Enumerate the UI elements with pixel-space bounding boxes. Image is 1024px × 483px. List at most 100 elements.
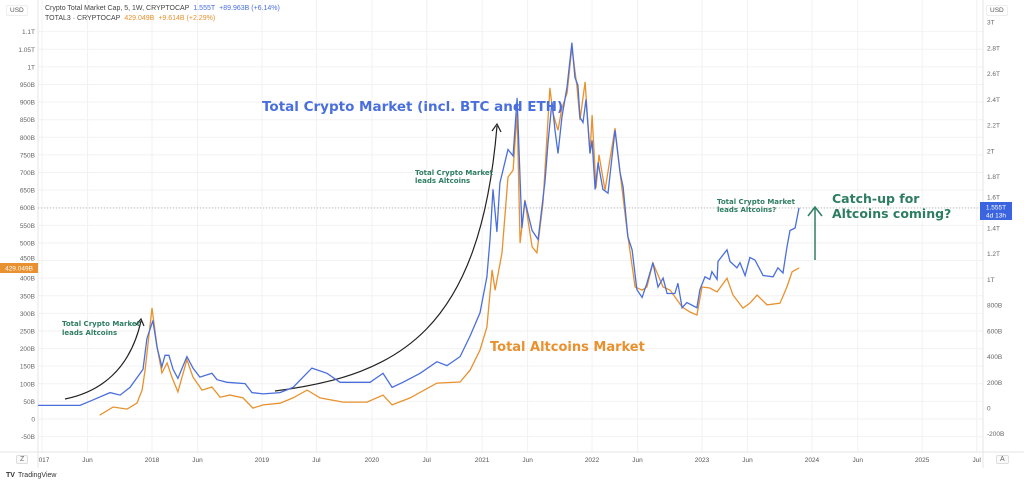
annotation-leads-2a: Total Crypto Market [415, 169, 494, 177]
legend-change: +89.963B (+6.14%) [219, 5, 280, 12]
total3-data-point [646, 286, 648, 288]
total3-data-point [201, 389, 203, 391]
legend-series-total[interactable]: Crypto Total Market Cap, 5, 1W, CRYPTOCA… [45, 4, 280, 14]
left-axis-tick-label: 700B [20, 170, 35, 177]
x-axis-tick-label: 2020 [365, 457, 380, 464]
total3-data-point [726, 277, 728, 279]
auto-scale-button[interactable]: A [996, 455, 1009, 464]
right-axis-tick-label: 600B [987, 328, 1002, 335]
total3-data-point [579, 119, 581, 121]
total3-data-point [491, 269, 493, 271]
annotation-leads-1b: leads Altcoins [62, 329, 117, 337]
x-axis-tick-label: 2019 [255, 457, 270, 464]
total3-data-point [766, 304, 768, 306]
total3-data-point [494, 289, 496, 291]
left-axis-tick-label: 500B [20, 240, 35, 247]
curved-arrow-2 [274, 125, 498, 392]
total3-data-point [598, 154, 600, 156]
left-axis-tick-label: 600B [20, 205, 35, 212]
total3-data-point [469, 369, 471, 371]
right-axis-tick-label: 2T [987, 148, 995, 155]
annotation-total-label: Total Crypto Market (incl. BTC and ETH) [262, 99, 563, 115]
total3-data-point [479, 349, 481, 351]
total3-data-point [166, 362, 168, 364]
total3-data-point [252, 407, 254, 409]
left-axis-tick-label: 800B [20, 135, 35, 142]
left-axis-tick-label: 350B [20, 293, 35, 300]
bar-countdown: 4d 13h [986, 213, 1006, 220]
left-axis-tick-label: 1.05T [18, 47, 35, 54]
left-axis-tick-label: 950B [20, 82, 35, 89]
right-axis-tick-label: 2.4T [987, 97, 1000, 104]
legend-name: Crypto Total Market Cap, 5, 1W, CRYPTOCA… [45, 5, 190, 12]
left-axis-tick-label: 300B [20, 311, 35, 318]
arrow-head-icon [491, 122, 502, 133]
right-axis-tick-label: 400B [987, 354, 1002, 361]
total3-data-point [689, 311, 691, 313]
total3-data-point [536, 252, 538, 254]
x-axis-tick-label: 2018 [145, 457, 160, 464]
total3-data-point [669, 289, 671, 291]
left-axis-tick-label: 650B [20, 188, 35, 195]
tradingview-logo[interactable]: TV TradingView [6, 472, 56, 479]
total3-data-point [634, 286, 636, 288]
legend-change: +9.614B (+2.29%) [158, 15, 216, 22]
left-axis-tick-label: 450B [20, 256, 35, 263]
total3-data-point [292, 397, 294, 399]
left-axis-tick-label: 0 [31, 417, 35, 424]
right-axis-tick-label: 2.6T [987, 71, 1000, 78]
curved-arrow-1 [64, 320, 142, 400]
total3-data-point [486, 326, 488, 328]
right-currency-button[interactable]: USD [986, 5, 1008, 16]
total3-data-point [709, 287, 711, 289]
total3-data-point [786, 286, 788, 288]
left-axis-tick-label: 150B [20, 364, 35, 371]
left-axis-tick-label: 750B [20, 152, 35, 159]
left-axis-tick-label: 850B [20, 117, 35, 124]
total3-data-point [641, 289, 643, 291]
tradingview-icon: TV [6, 472, 15, 479]
left-axis-tick-label: 200B [20, 346, 35, 353]
total3-data-point [342, 401, 344, 403]
left-currency-button[interactable]: USD [6, 5, 28, 16]
annotation-leads-3b: leads Altcoins? [717, 206, 776, 214]
total3-data-point [306, 389, 308, 391]
series-total-line [38, 42, 800, 407]
zoom-button[interactable]: Z [16, 455, 29, 464]
total3-data-point [151, 307, 153, 309]
total3-data-point [126, 408, 128, 410]
x-axis-tick-label: Jun [82, 457, 93, 464]
annotation-catchup-1: Catch-up for [832, 191, 920, 206]
x-axis-tick-label: Jul [973, 457, 982, 464]
total3-data-point [436, 382, 438, 384]
right-axis-tick-label: 1.2T [987, 251, 1000, 258]
total3-data-point [696, 314, 698, 316]
total3-data-point [112, 406, 114, 408]
x-axis-tick-label: Jul [312, 457, 321, 464]
legend-name: TOTAL3 · CRYPTOCAP [45, 15, 121, 22]
right-axis-tick-label: 1T [987, 277, 995, 284]
total3-data-point [519, 242, 521, 244]
right-axis-tick-label: 1.8T [987, 174, 1000, 181]
axis-ticks: 1.1T 1.05T 1T 950B 900B 850B 800B 750B 700B 650B 6… [18, 20, 1004, 464]
left-axis-tick-label: 50B [23, 399, 35, 406]
total3-data-point [756, 294, 758, 296]
right-axis-tick-label: -200B [987, 431, 1004, 438]
arrow-head-icon [135, 317, 145, 327]
legend-series-total3[interactable]: TOTAL3 · CRYPTOCAP 429.049B +9.614B (+2.29… [45, 14, 280, 24]
right-axis-tick-label: 1.4T [987, 225, 1000, 232]
total3-data-point [614, 127, 616, 129]
chart-legend: Crypto Total Market Cap, 5, 1W, CRYPTOCA… [45, 4, 280, 24]
branding-text: TradingView [17, 472, 57, 479]
left-axis-tick-label: 900B [20, 100, 35, 107]
total3-data-point [177, 391, 179, 393]
total3-data-point [161, 372, 163, 374]
right-price-label: 1.555T [986, 205, 1006, 212]
x-axis-tick-label: Jun [852, 457, 863, 464]
x-axis-tick-label: 2024 [805, 457, 820, 464]
legend-value: 1.555T [193, 5, 216, 12]
total3-data-point [501, 252, 503, 254]
total3-data-point [366, 401, 368, 403]
total3-data-point [171, 376, 173, 378]
